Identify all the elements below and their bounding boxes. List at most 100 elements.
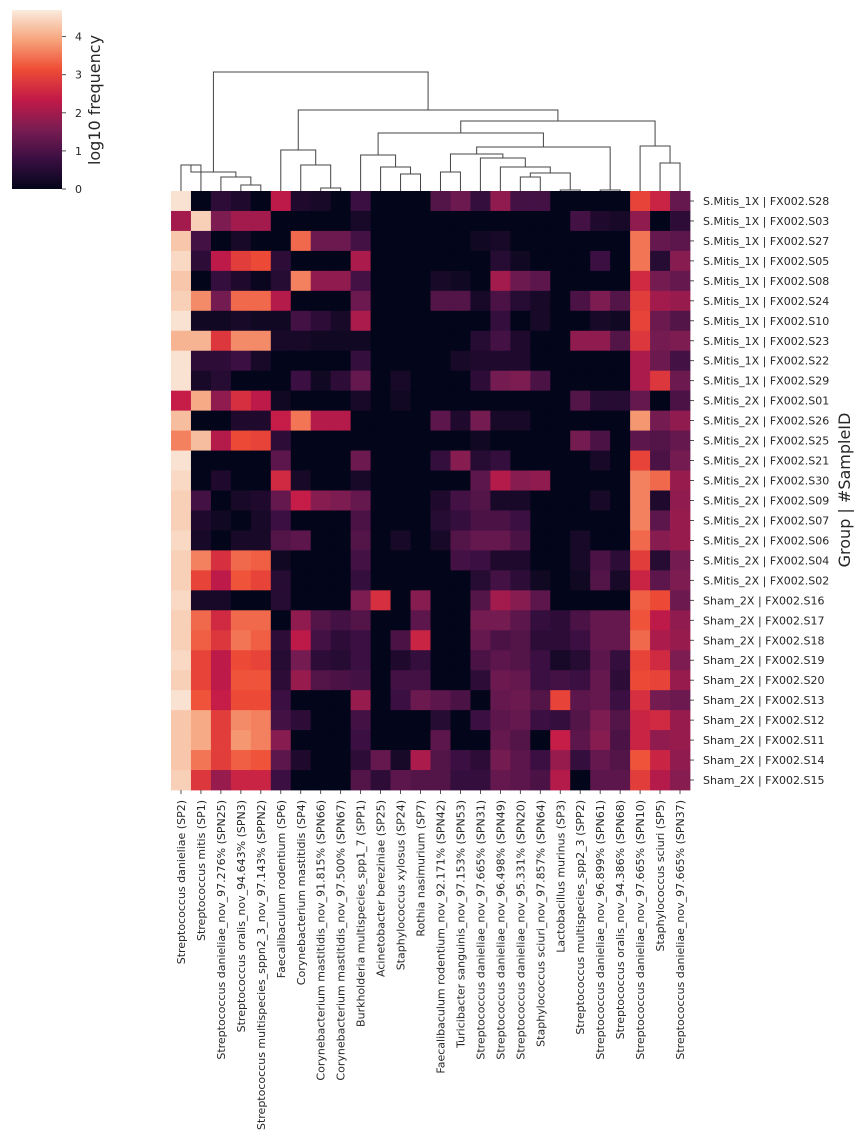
heatmap-cell xyxy=(470,490,491,511)
dendrogram-link xyxy=(377,132,544,155)
heatmap-cell xyxy=(410,191,431,212)
heatmap-cell xyxy=(530,450,551,471)
heatmap-cell xyxy=(630,470,651,491)
heatmap-cell xyxy=(670,670,691,691)
heatmap-cell xyxy=(510,230,531,252)
heatmap-cell xyxy=(510,350,531,372)
heatmap-cell xyxy=(590,730,611,751)
heatmap-cell xyxy=(230,430,252,451)
heatmap-cell xyxy=(270,290,292,312)
heatmap-cell xyxy=(270,350,292,372)
heatmap-cell xyxy=(250,290,272,312)
heatmap-cell xyxy=(370,730,391,751)
heatmap-cell xyxy=(370,670,391,691)
heatmap-cell xyxy=(490,230,511,252)
row-label: S.Mitis_1X | FX002.S22 xyxy=(703,355,829,368)
heatmap-cell xyxy=(670,370,691,392)
heatmap-cell xyxy=(510,250,531,272)
heatmap-cell xyxy=(190,310,212,332)
heatmap-cell xyxy=(310,550,332,571)
heatmap-cell xyxy=(610,310,631,332)
heatmap-cell xyxy=(630,210,651,232)
heatmap-cell xyxy=(310,650,332,671)
heatmap-cell xyxy=(530,570,551,591)
heatmap-cell xyxy=(330,470,352,491)
heatmap-cell xyxy=(670,210,691,232)
heatmap-cell xyxy=(310,750,332,771)
heatmap-cell xyxy=(230,230,252,252)
heatmap-cell xyxy=(410,630,431,651)
heatmap-cell xyxy=(610,650,631,671)
heatmap-cell xyxy=(530,550,551,571)
heatmap-cell xyxy=(550,710,571,731)
heatmap-cell xyxy=(250,670,272,691)
heatmap-cell xyxy=(550,290,571,312)
heatmap-cell xyxy=(230,530,252,551)
row-label: Sham_2X | FX002.S14 xyxy=(703,754,824,767)
heatmap-cell xyxy=(490,710,511,731)
heatmap-cell xyxy=(310,430,332,451)
column-label: Streptococcus danieliae (SP2) xyxy=(175,800,188,964)
heatmap-cell xyxy=(270,430,292,451)
row-label: S.Mitis_2X | FX002.S09 xyxy=(703,494,829,507)
heatmap-cell xyxy=(650,770,671,791)
heatmap-cell xyxy=(550,670,571,691)
heatmap-cell xyxy=(350,750,372,771)
heatmap-cell xyxy=(310,690,332,711)
heatmap-cell xyxy=(550,570,571,591)
heatmap-cell xyxy=(370,750,391,771)
heatmap-cell xyxy=(370,430,391,451)
heatmap-cell xyxy=(450,670,471,691)
heatmap-cell xyxy=(390,650,411,671)
heatmap-cell xyxy=(330,770,352,791)
heatmap-cell xyxy=(330,630,352,651)
heatmap-cell xyxy=(570,430,591,451)
heatmap-cells xyxy=(171,191,691,791)
heatmap-cell xyxy=(270,690,292,711)
heatmap-cell xyxy=(310,670,332,691)
heatmap-cell xyxy=(510,270,531,292)
heatmap-cell xyxy=(610,430,631,451)
heatmap-cell xyxy=(510,450,531,471)
heatmap-cell xyxy=(570,350,591,372)
heatmap-cell xyxy=(570,510,591,531)
heatmap-cell xyxy=(670,270,691,292)
heatmap-cell xyxy=(370,690,391,711)
heatmap-cell xyxy=(270,390,292,412)
heatmap-cell xyxy=(530,670,551,691)
heatmap-cell xyxy=(610,570,631,591)
heatmap-cell xyxy=(630,530,651,551)
heatmap-cell xyxy=(530,250,551,272)
heatmap-cell xyxy=(470,550,491,571)
heatmap-cell xyxy=(310,191,332,212)
heatmap-cell xyxy=(210,670,232,691)
heatmap-cell xyxy=(370,570,391,591)
heatmap-cell xyxy=(630,290,651,312)
heatmap-cell xyxy=(290,670,312,691)
column-label: Streptococcus mitis (SP1) xyxy=(195,800,208,941)
heatmap-cell xyxy=(390,470,411,491)
heatmap-cell xyxy=(510,630,531,651)
heatmap-cell xyxy=(450,570,471,591)
heatmap-cell xyxy=(570,530,591,551)
heatmap-cell xyxy=(630,450,651,471)
heatmap-cell xyxy=(171,410,192,431)
heatmap-cell xyxy=(190,250,212,272)
colorbar-tick-label: 0 xyxy=(75,183,82,196)
heatmap-cell xyxy=(250,210,272,232)
heatmap-cell xyxy=(250,470,272,491)
heatmap-cell xyxy=(670,390,691,412)
row-label: Sham_2X | FX002.S19 xyxy=(703,654,824,667)
heatmap-cell xyxy=(670,750,691,771)
heatmap-cell xyxy=(310,370,332,392)
heatmap-cell xyxy=(350,770,372,791)
heatmap-cell xyxy=(210,510,232,531)
heatmap-cell xyxy=(171,350,192,372)
heatmap-cell xyxy=(510,590,531,611)
heatmap-cell xyxy=(250,350,272,372)
heatmap-cell xyxy=(670,450,691,471)
heatmap-cell xyxy=(450,710,471,731)
heatmap-cell xyxy=(390,191,411,212)
heatmap-cell xyxy=(510,610,531,631)
heatmap-cell xyxy=(490,270,511,292)
